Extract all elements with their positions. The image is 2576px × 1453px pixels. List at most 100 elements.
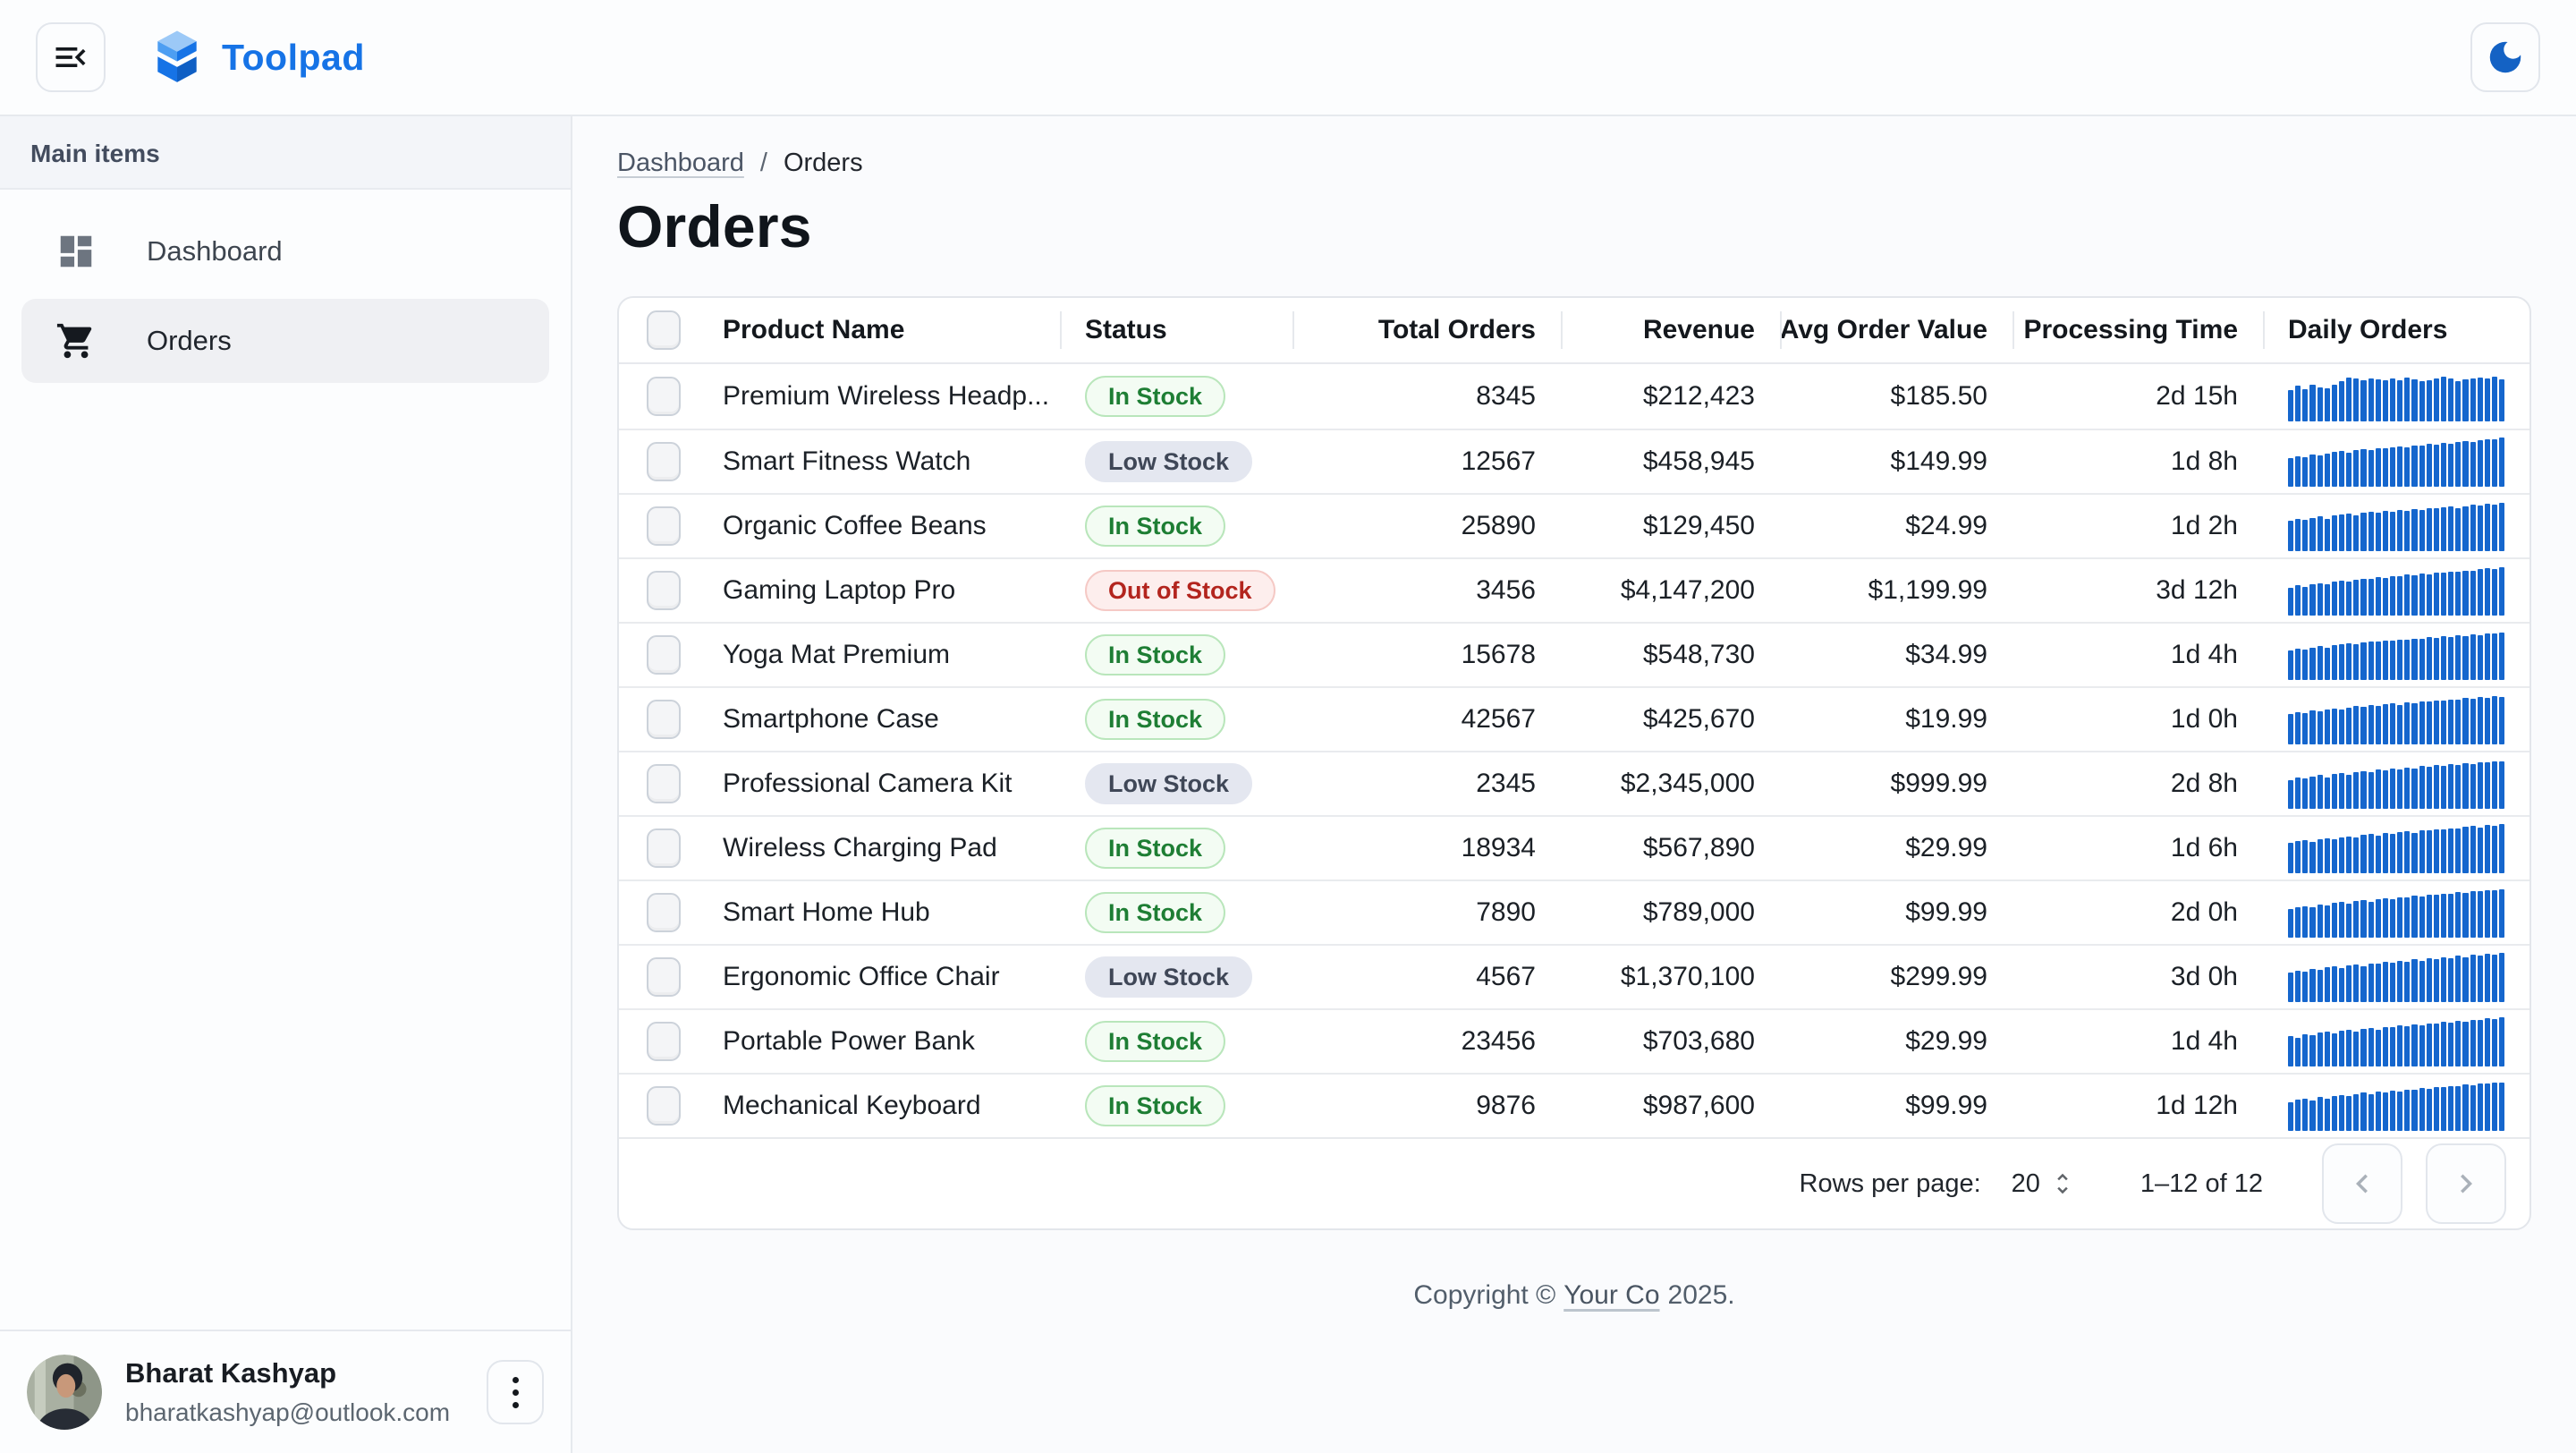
cell-product-name: Organic Coffee Beans xyxy=(723,511,987,540)
daily-orders-sparkline xyxy=(2288,1081,2505,1131)
row-checkbox[interactable] xyxy=(647,1086,681,1126)
dark-mode-toggle-button[interactable] xyxy=(2470,22,2540,92)
copyright-footer: Copyright © Your Co 2025. xyxy=(617,1280,2531,1311)
row-checkbox[interactable] xyxy=(647,957,681,997)
cell-processing-time: 3d 12h xyxy=(2156,575,2238,605)
row-checkbox[interactable] xyxy=(647,700,681,739)
toolpad-logo xyxy=(152,30,202,85)
cell-total-orders: 9876 xyxy=(1476,1091,1536,1120)
status-badge: Out of Stock xyxy=(1085,570,1275,611)
cell-total-orders: 3456 xyxy=(1476,575,1536,605)
cell-revenue: $1,370,100 xyxy=(1620,962,1755,991)
company-link[interactable]: Your Co xyxy=(1563,1280,1660,1310)
column-header-processing-time[interactable]: Processing Time xyxy=(2014,298,2265,362)
previous-page-button[interactable] xyxy=(2322,1143,2402,1224)
status-badge: In Stock xyxy=(1085,1085,1226,1126)
user-name: Bharat Kashyap xyxy=(125,1357,337,1389)
row-checkbox[interactable] xyxy=(647,764,681,803)
cell-product-name: Wireless Charging Pad xyxy=(723,833,997,862)
column-header-status[interactable]: Status xyxy=(1062,298,1294,362)
cell-avg-order-value: $1,199.99 xyxy=(1868,575,1987,605)
main-content: Dashboard / Orders Orders Product Name S… xyxy=(572,116,2576,1453)
row-checkbox[interactable] xyxy=(647,828,681,868)
brand-title: Toolpad xyxy=(222,36,365,78)
cell-product-name: Smartphone Case xyxy=(723,704,939,734)
orders-table: Product Name Status Total Orders Revenue… xyxy=(617,296,2531,1230)
breadcrumb-separator: / xyxy=(759,149,767,177)
daily-orders-sparkline xyxy=(2288,1016,2505,1066)
user-menu-button[interactable] xyxy=(487,1360,544,1424)
copyright-text: Copyright © xyxy=(1413,1280,1556,1310)
table-row: Smart Home Hub In Stock 7890 $789,000 $9… xyxy=(619,879,2529,944)
cell-product-name: Ergonomic Office Chair xyxy=(723,962,1000,991)
row-checkbox[interactable] xyxy=(647,1022,681,1061)
cell-total-orders: 15678 xyxy=(1461,640,1536,669)
cell-total-orders: 2345 xyxy=(1476,769,1536,798)
table-pagination: Rows per page: 20 1–12 of 12 xyxy=(619,1137,2529,1228)
table-row: Gaming Laptop Pro Out of Stock 3456 $4,1… xyxy=(619,557,2529,622)
cell-total-orders: 25890 xyxy=(1461,511,1536,540)
status-badge: In Stock xyxy=(1085,506,1226,547)
avatar xyxy=(27,1355,102,1430)
status-badge: In Stock xyxy=(1085,699,1226,740)
status-badge: In Stock xyxy=(1085,828,1226,869)
table-row: Mechanical Keyboard In Stock 9876 $987,6… xyxy=(619,1073,2529,1137)
cell-total-orders: 18934 xyxy=(1461,833,1536,862)
cell-processing-time: 1d 6h xyxy=(2170,833,2238,862)
sidebar-item-dashboard[interactable]: Dashboard xyxy=(21,209,549,293)
menu-collapse-button[interactable] xyxy=(36,22,106,92)
table-row: Premium Wireless Headp... In Stock 8345 … xyxy=(619,364,2529,429)
column-header-total-orders[interactable]: Total Orders xyxy=(1294,298,1563,362)
kebab-menu-icon xyxy=(512,1376,519,1408)
status-badge: Low Stock xyxy=(1085,441,1253,482)
daily-orders-sparkline xyxy=(2288,371,2505,421)
cell-avg-order-value: $34.99 xyxy=(1905,640,1987,669)
cell-total-orders: 12567 xyxy=(1461,446,1536,476)
cell-product-name: Portable Power Bank xyxy=(723,1026,975,1056)
row-checkbox[interactable] xyxy=(647,377,681,416)
table-row: Organic Coffee Beans In Stock 25890 $129… xyxy=(619,493,2529,557)
status-badge: Low Stock xyxy=(1085,763,1253,804)
cell-total-orders: 23456 xyxy=(1461,1026,1536,1056)
column-header-revenue[interactable]: Revenue xyxy=(1563,298,1782,362)
cell-processing-time: 3d 0h xyxy=(2170,962,2238,991)
cell-product-name: Premium Wireless Headp... xyxy=(723,381,1050,411)
copyright-year: 2025. xyxy=(1667,1280,1735,1310)
cell-avg-order-value: $19.99 xyxy=(1905,704,1987,734)
sidebar-item-label: Orders xyxy=(147,325,232,356)
row-checkbox[interactable] xyxy=(647,571,681,610)
next-page-button[interactable] xyxy=(2426,1143,2506,1224)
user-meta: Bharat Kashyap bharatkashyap@outlook.com xyxy=(125,1357,450,1427)
sidebar-item-orders[interactable]: Orders xyxy=(21,299,549,383)
table-row: Portable Power Bank In Stock 23456 $703,… xyxy=(619,1008,2529,1073)
cell-avg-order-value: $299.99 xyxy=(1890,962,1987,991)
column-header-product-name[interactable]: Product Name xyxy=(708,298,1062,362)
menu-collapse-icon xyxy=(51,38,90,77)
pagination-range: 1–12 of 12 xyxy=(2140,1168,2263,1198)
rows-stepper-icon xyxy=(2049,1170,2076,1197)
cell-product-name: Gaming Laptop Pro xyxy=(723,575,956,605)
column-header-avg-order-value[interactable]: Avg Order Value xyxy=(1782,298,2014,362)
cell-processing-time: 1d 12h xyxy=(2156,1091,2238,1120)
column-header-daily-orders[interactable]: Daily Orders xyxy=(2288,315,2448,344)
status-badge: In Stock xyxy=(1085,892,1226,933)
cell-avg-order-value: $185.50 xyxy=(1890,381,1987,411)
cell-processing-time: 2d 0h xyxy=(2170,897,2238,927)
breadcrumb-link-dashboard[interactable]: Dashboard xyxy=(617,149,744,177)
row-checkbox[interactable] xyxy=(647,506,681,546)
cell-revenue: $129,450 xyxy=(1642,511,1755,540)
pagination-buttons xyxy=(2322,1143,2506,1224)
select-all-checkbox[interactable] xyxy=(647,310,681,350)
cell-revenue: $789,000 xyxy=(1642,897,1755,927)
cell-product-name: Professional Camera Kit xyxy=(723,769,1013,798)
table-row: Yoga Mat Premium In Stock 15678 $548,730… xyxy=(619,622,2529,686)
cell-processing-time: 2d 8h xyxy=(2170,769,2238,798)
row-checkbox[interactable] xyxy=(647,635,681,675)
row-checkbox[interactable] xyxy=(647,893,681,932)
rows-per-page-select[interactable]: 20 xyxy=(2012,1169,2076,1199)
daily-orders-sparkline xyxy=(2288,437,2505,487)
cell-revenue: $4,147,200 xyxy=(1620,575,1755,605)
row-checkbox[interactable] xyxy=(647,442,681,481)
daily-orders-sparkline xyxy=(2288,630,2505,680)
